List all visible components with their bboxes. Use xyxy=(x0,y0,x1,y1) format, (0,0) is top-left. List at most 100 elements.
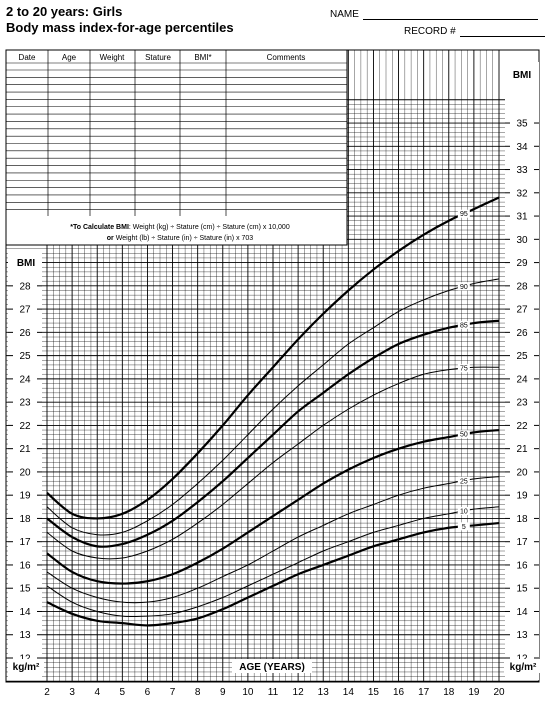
major-grid xyxy=(5,49,540,683)
unit-left-box xyxy=(8,659,44,673)
x-tick-label: 6 xyxy=(145,687,151,698)
y-tick-label-right: 17 xyxy=(516,537,528,548)
unit-label-left: kg/m² xyxy=(13,662,40,673)
x-tick-label: 13 xyxy=(318,687,330,698)
record-input-line[interactable] xyxy=(459,36,545,37)
x-axis-title: AGE (YEARS) xyxy=(239,662,305,673)
percentile-label-bg xyxy=(457,320,470,329)
x-tick-label: 16 xyxy=(393,687,405,698)
y-tick-label-right: 22 xyxy=(516,421,528,432)
percentile-label-25: 25 xyxy=(460,478,468,485)
y-axis-title-left: BMI xyxy=(17,258,36,269)
y-tick-label-right: 13 xyxy=(516,630,528,641)
x-tick-label: 5 xyxy=(120,687,126,698)
percentile-curves xyxy=(46,196,500,627)
name-field[interactable]: NAME xyxy=(330,9,538,20)
y-axis-left: 1213141516171819202122232425262728 xyxy=(8,250,42,680)
bmi-right-box xyxy=(505,67,539,80)
y-tick-label-right: 25 xyxy=(516,351,528,362)
name-input-line[interactable] xyxy=(362,19,538,20)
y-axis-right: 1213141516171819202122232425262728293031… xyxy=(505,62,539,680)
y-tick-label-left: 14 xyxy=(19,607,31,618)
percentile-curve-5 xyxy=(46,521,500,627)
record-table[interactable]: Date Age Weight Stature BMI* Comments *T… xyxy=(5,49,348,246)
x-title-box xyxy=(232,659,312,673)
y-tick-label-right: 18 xyxy=(516,514,528,525)
y-tick-label-left: 28 xyxy=(19,281,31,292)
percentile-label-10: 10 xyxy=(460,508,468,515)
table-fill xyxy=(6,50,347,245)
percentile-label-5: 5 xyxy=(462,524,466,531)
percentile-label-75: 75 xyxy=(460,366,468,373)
y-axis-right-strip xyxy=(505,62,539,680)
y-tick-label-right: 16 xyxy=(516,560,528,571)
y-tick-label-right: 14 xyxy=(516,607,528,618)
x-tick-label: 10 xyxy=(242,687,254,698)
percentile-label-bg xyxy=(457,364,470,373)
record-field[interactable]: RECORD # xyxy=(404,26,545,37)
y-tick-label-left: 22 xyxy=(19,421,31,432)
percentile-curve-25 xyxy=(46,476,500,604)
percentile-labels: 95 90 85 75 50 25 10 5 xyxy=(457,209,470,531)
x-tick-label: 4 xyxy=(94,687,100,698)
chart-title: 2 to 20 years: Girls xyxy=(6,4,123,19)
y-tick-label-left: 23 xyxy=(19,398,31,409)
y-axis-title-right: BMI xyxy=(513,70,532,81)
y-tick-label-left: 19 xyxy=(19,491,31,502)
y-tick-label-left: 13 xyxy=(19,630,31,641)
y-tick-label-left: 24 xyxy=(19,374,31,385)
bmi-formula-line1: *To Calculate BMI: Weight (kg) ÷ Stature… xyxy=(70,224,290,231)
y-tick-label-right: 19 xyxy=(516,491,528,502)
x-tick-label: 8 xyxy=(195,687,201,698)
y-tick-label-right: 20 xyxy=(516,467,528,478)
record-table-rows[interactable] xyxy=(6,50,347,245)
y-tick-label-right: 32 xyxy=(516,188,528,199)
x-tick-label: 20 xyxy=(493,687,505,698)
x-tick-label: 9 xyxy=(220,687,226,698)
y-tick-label-left: 18 xyxy=(19,514,31,525)
y-tick-label-right: 21 xyxy=(516,444,528,455)
formula-rest-1: : Weight (kg) ÷ Stature (cm) ÷ Stature (… xyxy=(129,224,290,231)
table-border xyxy=(5,49,348,246)
y-tick-label-right: 33 xyxy=(516,165,528,176)
percentile-label-bg xyxy=(457,282,470,291)
percentile-label-95: 95 xyxy=(460,211,468,218)
percentile-label-90: 90 xyxy=(460,284,468,291)
name-label: NAME xyxy=(330,9,359,20)
formula-bold-1: *To Calculate BMI xyxy=(70,224,129,231)
y-tick-label-right: 30 xyxy=(516,235,528,246)
y-tick-label-left: 16 xyxy=(19,560,31,571)
percentile-curve-75 xyxy=(46,366,500,560)
col-header-comments: Comments xyxy=(267,53,306,62)
formula-bold-2: or xyxy=(107,235,114,242)
x-tick-label: 14 xyxy=(343,687,355,698)
percentile-curve-50 xyxy=(46,428,500,585)
y-tick-label-right: 26 xyxy=(516,328,528,339)
record-label: RECORD # xyxy=(404,26,456,37)
unit-right-box xyxy=(504,659,542,673)
record-table-columns xyxy=(5,49,348,246)
percentile-label-bg xyxy=(457,430,470,439)
col-header-weight: Weight xyxy=(100,53,126,62)
bmi-left-box xyxy=(8,255,42,268)
y-tick-label-right: 27 xyxy=(516,305,528,316)
chart-subtitle: Body mass index-for-age percentiles xyxy=(6,20,234,35)
col-header-date: Date xyxy=(19,53,36,62)
y-tick-label-left: 17 xyxy=(19,537,31,548)
x-tick-label: 7 xyxy=(170,687,176,698)
bmi-formula-line2: or Weight (lb) ÷ Stature (in) ÷ Stature … xyxy=(107,235,254,242)
x-tick-label: 17 xyxy=(418,687,430,698)
y-tick-label-left: 26 xyxy=(19,328,31,339)
y-tick-label-right: 29 xyxy=(516,258,528,269)
x-tick-label: 15 xyxy=(368,687,380,698)
percentile-label-85: 85 xyxy=(460,322,468,329)
formula-rest-2: Weight (lb) ÷ Stature (in) ÷ Stature (in… xyxy=(114,235,254,242)
x-tick-label: 3 xyxy=(69,687,75,698)
y-tick-label-right: 31 xyxy=(516,212,528,223)
col-header-age: Age xyxy=(62,53,77,62)
percentile-label-bg xyxy=(457,476,470,485)
x-tick-label: 11 xyxy=(268,687,279,698)
y-tick-label-left: 20 xyxy=(19,467,31,478)
y-tick-label-right: 35 xyxy=(516,119,528,130)
